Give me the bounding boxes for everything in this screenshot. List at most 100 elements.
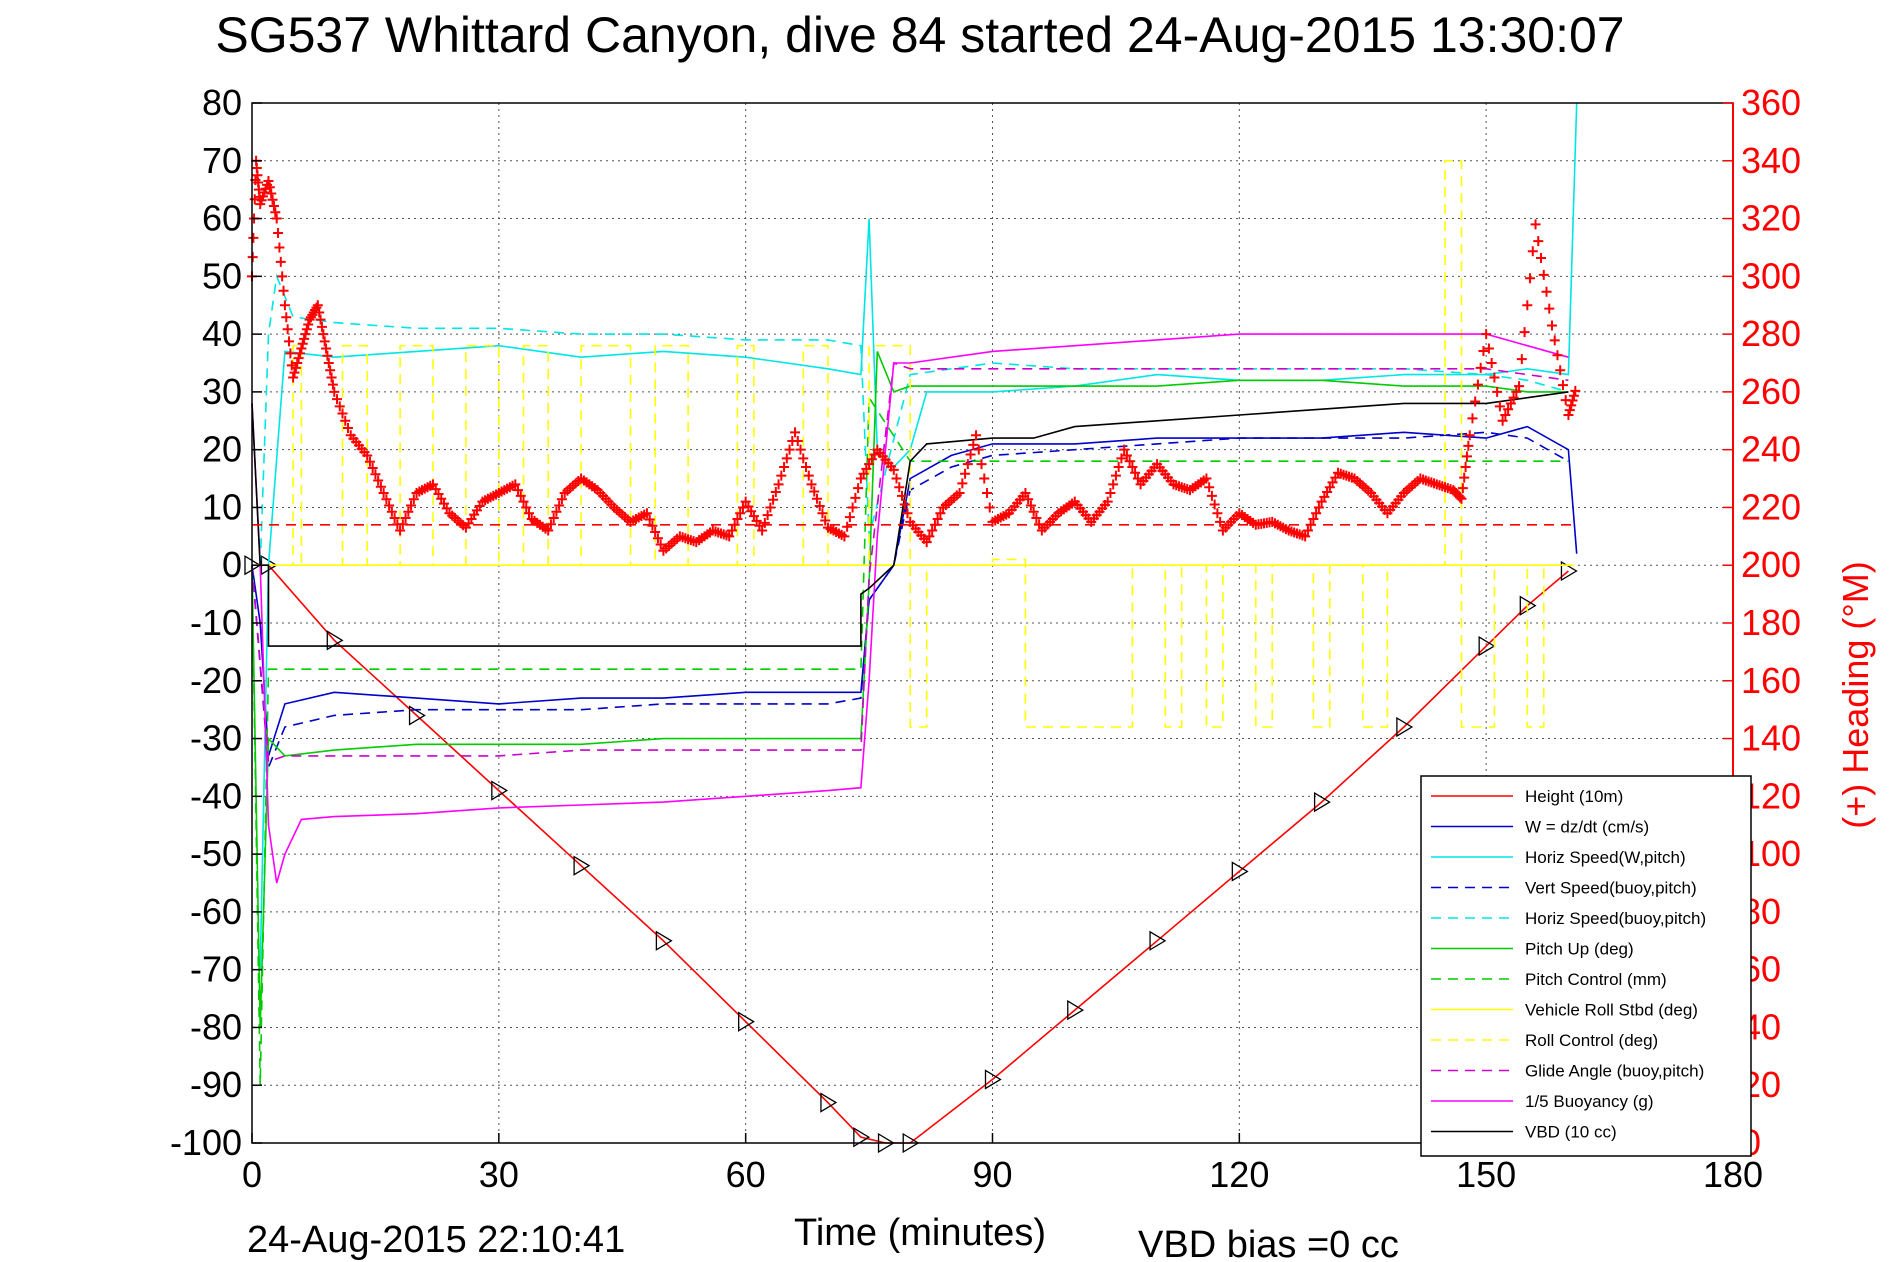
heading-marker	[1457, 483, 1468, 494]
height-marker	[655, 930, 673, 951]
heading-marker	[1124, 456, 1135, 467]
heading-marker	[1508, 392, 1519, 403]
height-marker	[984, 1069, 1002, 1090]
x-tick-label: 0	[242, 1154, 262, 1195]
heading-marker	[263, 176, 274, 186]
heading-marker	[839, 531, 850, 542]
heading-marker	[1481, 329, 1492, 340]
x-tick-label: 90	[972, 1154, 1012, 1195]
heading-marker	[314, 307, 325, 318]
height-marker	[1396, 716, 1414, 738]
heading-marker	[1459, 472, 1470, 483]
heading-marker	[847, 502, 858, 513]
height-marker	[1313, 791, 1331, 813]
height-marker	[1478, 635, 1496, 657]
heading-marker	[759, 517, 770, 528]
footer-timestamp: 24-Aug-2015 22:10:41	[247, 1219, 625, 1261]
heading-marker	[784, 444, 795, 455]
heading-marker	[899, 499, 910, 510]
series-pitch-control-mm	[251, 395, 1569, 1086]
heading-marker	[1105, 488, 1116, 498]
heading-marker	[543, 525, 554, 536]
right-tick-label: 340	[1741, 140, 1801, 181]
heading-marker	[327, 379, 338, 390]
heading-marker	[1313, 502, 1324, 513]
right-tick-label: 220	[1741, 486, 1801, 527]
heading-marker	[288, 372, 299, 383]
heading-marker	[954, 488, 965, 498]
heading-marker	[248, 232, 259, 243]
footer-vbd-bias: VBD bias =0 cc	[1138, 1224, 1399, 1262]
heading-marker	[1519, 327, 1530, 338]
heading-marker	[551, 506, 562, 517]
heading-marker	[1467, 413, 1478, 424]
heading-marker	[1525, 273, 1536, 284]
heading-marker	[266, 188, 277, 199]
heading-marker	[1108, 479, 1119, 490]
right-tick-label: 300	[1741, 255, 1801, 296]
legend-label: 1/5 Buoyancy (g)	[1525, 1092, 1654, 1111]
right-tick-label: 360	[1741, 82, 1801, 123]
heading-marker	[1500, 410, 1511, 420]
heading-marker	[1546, 320, 1557, 331]
height-marker	[1067, 999, 1085, 1021]
heading-marker	[322, 350, 333, 361]
heading-marker	[1564, 405, 1575, 416]
heading-marker	[641, 508, 652, 519]
heading-marker	[1527, 246, 1538, 257]
heading-marker	[894, 482, 905, 493]
heading-marker	[285, 348, 296, 359]
heading-marker	[384, 500, 395, 511]
legend: Height (10m) W = dz/dt (cm/s) Horiz Speed(…	[1420, 775, 1752, 1157]
heading-marker	[1110, 470, 1121, 481]
heading-marker	[334, 401, 345, 412]
heading-marker	[1127, 462, 1138, 472]
heading-marker	[515, 490, 526, 501]
heading-marker	[732, 514, 743, 524]
legend-label: Horiz Speed(buoy,pitch)	[1525, 909, 1706, 928]
y-tick-label: 20	[202, 429, 242, 470]
heading-marker	[960, 468, 971, 479]
y-tick-label: -80	[190, 1006, 242, 1047]
heading-marker	[395, 525, 406, 536]
heading-marker	[803, 470, 814, 481]
heading-marker	[768, 494, 779, 505]
heading-marker	[935, 508, 946, 519]
x-axis: 0 30 60 90 120 150 180	[242, 1133, 1763, 1195]
right-axis-label: (+) Heading (°M)	[1835, 561, 1876, 828]
y-tick-label: -10	[190, 602, 242, 643]
y-tick-label: 10	[202, 486, 242, 527]
y-tick-label: -70	[190, 949, 242, 990]
heading-marker	[1023, 494, 1034, 505]
heading-marker	[891, 473, 902, 484]
heading-marker	[779, 462, 790, 472]
heading-marker	[770, 487, 781, 498]
heading-marker	[300, 329, 311, 340]
heading-marker	[650, 527, 661, 537]
heading-marker	[965, 449, 976, 460]
heading-marker	[765, 502, 776, 513]
y-tick-label: -90	[190, 1064, 242, 1105]
heading-marker	[896, 490, 907, 501]
heading-marker	[1544, 303, 1555, 314]
heading-marker	[853, 483, 864, 494]
heading-marker	[1470, 396, 1481, 407]
heading-marker	[326, 372, 337, 383]
heading-marker	[1311, 508, 1322, 519]
heading-marker	[790, 427, 801, 438]
height-marker	[853, 1127, 871, 1148]
heading-marker	[1570, 385, 1581, 396]
heading-marker	[1549, 335, 1560, 346]
heading-marker	[1536, 253, 1547, 264]
heading-marker	[1511, 386, 1522, 397]
heading-marker	[1212, 508, 1223, 519]
series-roll-control-deg	[252, 160, 1577, 728]
heading-marker	[1209, 499, 1220, 510]
heading-marker	[403, 506, 414, 517]
legend-label: Glide Angle (buoy,pitch)	[1525, 1062, 1704, 1081]
heading-marker	[1552, 350, 1563, 361]
heading-marker	[1031, 513, 1042, 524]
heading-marker	[264, 182, 275, 193]
heading-marker	[801, 462, 812, 472]
series-vert-speed-buoy-pitch	[251, 431, 1569, 768]
